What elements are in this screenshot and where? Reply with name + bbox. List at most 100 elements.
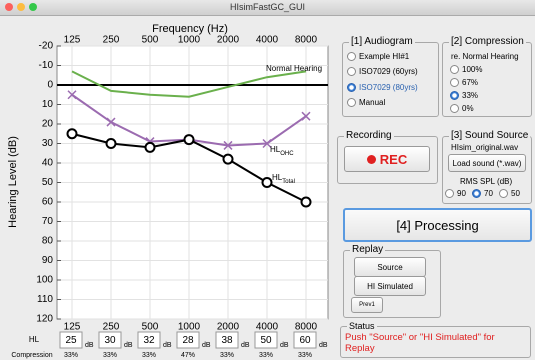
radio-option[interactable]: Example HI#1 xyxy=(347,52,409,61)
table-frequency: 4000 xyxy=(256,322,279,333)
hl-unit: dB xyxy=(241,342,250,349)
hl-value: 30 xyxy=(104,335,116,346)
compression-value: 33% xyxy=(298,352,312,359)
radio-label: 33% xyxy=(462,91,478,100)
replay-button[interactable]: HI Simulated xyxy=(354,276,426,296)
y-tick-label: 10 xyxy=(42,99,54,110)
hl-unit: dB xyxy=(163,342,172,349)
x-axis-title: Frequency (Hz) xyxy=(152,23,228,35)
hl-value: 50 xyxy=(260,335,272,346)
x-tick-label: 250 xyxy=(103,35,120,46)
replay-button[interactable]: Prev1 xyxy=(351,297,383,313)
panel-title: Recording xyxy=(344,130,394,141)
table-frequency: 8000 xyxy=(295,322,318,333)
hl-row-label: HL xyxy=(29,335,40,344)
hl-unit: dB xyxy=(124,342,133,349)
x-tick-label: 8000 xyxy=(295,35,318,46)
radio-label: 67% xyxy=(462,78,478,87)
radio-option[interactable]: 0% xyxy=(450,104,474,113)
rec-button[interactable]: REC xyxy=(344,146,430,172)
y-tick-label: 0 xyxy=(47,80,53,91)
x-tick-label: 125 xyxy=(64,35,81,46)
radio-label: 100% xyxy=(462,65,482,74)
panel-title: Replay xyxy=(350,244,385,255)
radio-label: Manual xyxy=(359,98,385,107)
radio-button[interactable] xyxy=(450,78,459,87)
rms-label: RMS SPL (dB) xyxy=(460,177,512,186)
radio-option[interactable]: Manual xyxy=(347,98,385,107)
table-frequency: 2000 xyxy=(217,322,240,333)
data-point xyxy=(263,178,272,187)
x-tick-label: 500 xyxy=(142,35,159,46)
data-point xyxy=(224,155,233,164)
radio-button[interactable] xyxy=(499,189,508,198)
table-frequency: 1000 xyxy=(178,322,201,333)
data-point xyxy=(146,143,155,152)
radio-button[interactable] xyxy=(450,65,459,74)
compression-value: 33% xyxy=(259,352,273,359)
hl-unit: dB xyxy=(202,342,211,349)
compression-value: 33% xyxy=(220,352,234,359)
hl-unit: dB xyxy=(280,342,289,349)
compression-value: 33% xyxy=(64,352,78,359)
rec-icon xyxy=(367,155,376,164)
y-tick-label: 30 xyxy=(42,138,54,149)
y-axis-title: Hearing Level (dB) xyxy=(7,136,19,228)
y-tick-label: 60 xyxy=(42,197,54,208)
table-frequency: 500 xyxy=(142,322,159,333)
series-name-sub: Total xyxy=(282,179,295,185)
radio-button[interactable] xyxy=(450,104,459,113)
radio-option[interactable]: ISO7029 (80yrs) xyxy=(347,83,418,92)
radio-button[interactable] xyxy=(347,98,356,107)
radio-option[interactable]: ISO7029 (60yrs) xyxy=(347,67,418,76)
radio-button[interactable] xyxy=(347,67,356,76)
y-tick-label: 90 xyxy=(42,255,54,266)
panel-title: [3] Sound Source xyxy=(449,130,530,141)
y-tick-label: 50 xyxy=(42,177,54,188)
radio-button[interactable] xyxy=(347,83,356,92)
hl-value: 25 xyxy=(65,335,77,346)
compression-row-label: Compression xyxy=(11,352,52,359)
table-frequency: 125 xyxy=(64,322,81,333)
series-label: Normal Hearing xyxy=(266,64,322,73)
file-name: HIsim_original.wav xyxy=(451,143,518,152)
button-label: Source xyxy=(377,263,402,272)
load-sound-button[interactable]: Load sound (*.wav) xyxy=(448,154,526,172)
y-tick-label: 70 xyxy=(42,216,54,227)
hl-value: 28 xyxy=(182,335,194,346)
radio-label: 50 xyxy=(511,189,520,198)
radio-option[interactable]: 100% xyxy=(450,65,482,74)
radio-option[interactable]: 33% xyxy=(450,91,478,100)
y-tick-label: -20 xyxy=(39,41,54,52)
radio-option[interactable]: 70 xyxy=(472,189,493,198)
button-label: [4] Processing xyxy=(396,218,478,233)
replay-button[interactable]: Source xyxy=(354,257,426,277)
button-label: Load sound (*.wav) xyxy=(453,159,522,168)
radio-label: ISO7029 (80yrs) xyxy=(359,83,418,92)
data-point xyxy=(68,129,77,138)
button-label: REC xyxy=(380,152,407,167)
x-tick-label: 2000 xyxy=(217,35,240,46)
radio-option[interactable]: 67% xyxy=(450,78,478,87)
y-tick-label: 110 xyxy=(37,294,53,305)
radio-button[interactable] xyxy=(347,52,356,61)
radio-button[interactable] xyxy=(450,91,459,100)
hl-unit: dB xyxy=(85,342,94,349)
status-panel: Status Push "Source" or "HI Simulated" f… xyxy=(340,326,531,358)
data-point xyxy=(185,135,194,144)
radio-label: Example HI#1 xyxy=(359,52,409,61)
radio-button[interactable] xyxy=(445,189,454,198)
radio-option[interactable]: 90 xyxy=(445,189,466,198)
x-tick-label: 4000 xyxy=(256,35,279,46)
hl-value: 32 xyxy=(143,335,155,346)
hl-value: 60 xyxy=(299,335,311,346)
radio-button[interactable] xyxy=(472,189,481,198)
status-message: Push "Source" or "HI Simulated" for Repl… xyxy=(345,332,525,354)
processing-button[interactable]: [4] Processing xyxy=(343,208,532,242)
series-name: Normal Hearing xyxy=(266,64,322,73)
compression-value: 47% xyxy=(181,352,195,359)
panel-subtitle: re. Normal Hearing xyxy=(451,52,519,61)
y-tick-label: -10 xyxy=(39,60,54,71)
series-name: HL xyxy=(272,173,283,182)
radio-option[interactable]: 50 xyxy=(499,189,520,198)
